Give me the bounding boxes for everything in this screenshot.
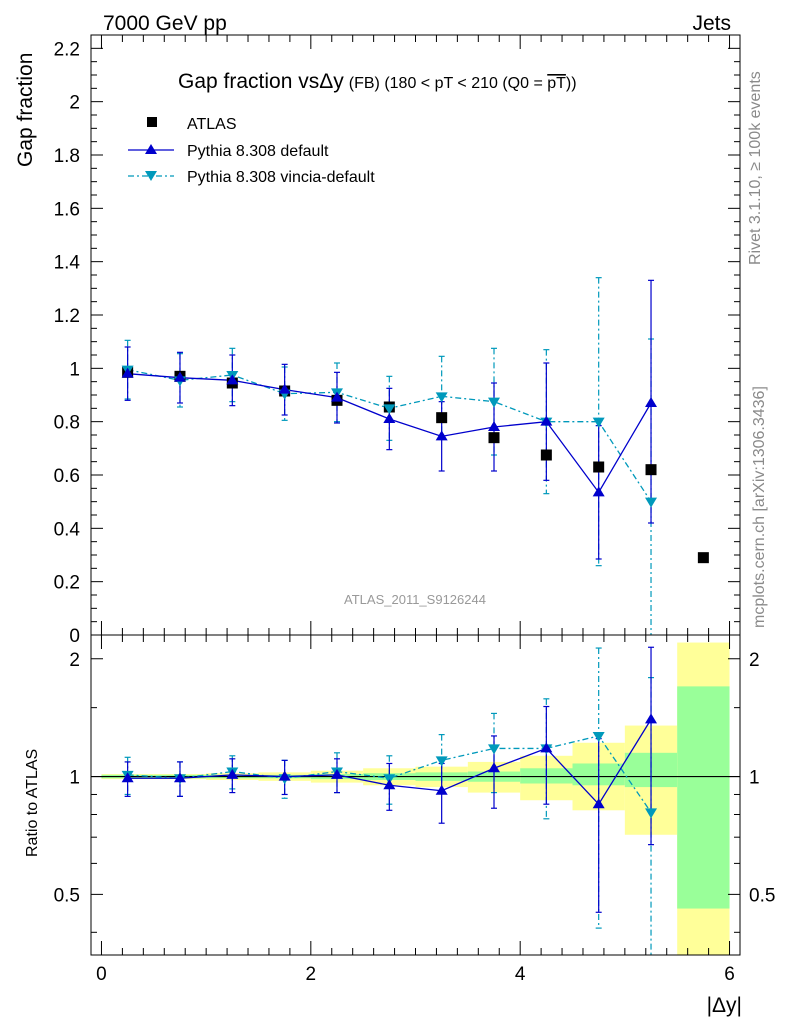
legend: ATLAS Pythia 8.308 default Pythia 8.308 … xyxy=(128,116,375,186)
atlas-data-point xyxy=(697,552,709,564)
ratio-default-data-point xyxy=(435,784,448,795)
ratio-default-data-point xyxy=(592,798,605,809)
main-title: Gap fraction vsΔy (FB) (180 < pT < 210 (Q… xyxy=(178,70,577,93)
legend-atlas-marker xyxy=(147,117,157,127)
main-y-tick-label: 1 xyxy=(69,359,80,380)
ratio-y-tick-label: 1 xyxy=(69,768,80,789)
ratio-default-data-point xyxy=(540,742,553,753)
vincia-data-point xyxy=(488,397,501,408)
ratio-vincia-data-point xyxy=(488,744,501,755)
title-close: )) xyxy=(566,75,577,92)
main-y-tick-label: 0.4 xyxy=(54,519,81,540)
ratio-vincia-data-point xyxy=(592,731,605,742)
atlas-data-point xyxy=(593,461,605,473)
ratio-vincia-line xyxy=(127,735,652,813)
main-y-tick-label: 1.4 xyxy=(54,253,81,274)
default-data-point xyxy=(645,397,658,407)
ratio-y-tick-label-right: 0.5 xyxy=(749,885,775,906)
default-data-point xyxy=(278,383,291,394)
atlas-data-point xyxy=(488,432,500,444)
title-delta-y: Δy xyxy=(319,70,344,93)
ratio-y-axis-label: Ratio to ATLAS xyxy=(24,749,41,857)
vincia-data-point xyxy=(435,392,448,403)
default-data-point xyxy=(173,371,186,382)
ratio-y-tick-label-right: 2 xyxy=(749,650,760,671)
ratio-default-data-point xyxy=(121,772,134,783)
main-y-tick-label: 2.2 xyxy=(54,39,80,60)
x-tick-label: 2 xyxy=(306,964,317,985)
x-tick-label: 6 xyxy=(724,964,735,985)
x-axis-label: |Δy| xyxy=(707,994,742,1017)
vincia-data-point xyxy=(592,417,605,428)
default-data-point xyxy=(383,413,396,423)
uncertainty-band-inner xyxy=(677,686,730,909)
ratio-panel: 0.5 0.5 1 1 2 2 0 2 4 6 xyxy=(54,635,775,985)
ratio-default-data-point xyxy=(488,762,501,773)
vincia-data-point xyxy=(383,404,396,415)
default-data-point xyxy=(330,391,343,402)
title-suffix: (FB) (180 < pT < 210 (Q0 = xyxy=(349,75,547,92)
default-data-point xyxy=(488,421,501,431)
default-data-point xyxy=(592,486,605,497)
main-y-tick-label: 1.8 xyxy=(54,146,80,167)
legend-vincia-label: Pythia 8.308 vincia-default xyxy=(187,169,375,186)
header-left-label: 7000 GeV pp xyxy=(103,12,227,35)
main-y-tick-label: 0 xyxy=(69,626,80,647)
main-y-axis-label: Gap fraction xyxy=(14,53,37,167)
legend-vincia-marker xyxy=(145,171,157,181)
default-data-point xyxy=(540,415,553,426)
legend-atlas-label: ATLAS xyxy=(187,116,237,133)
x-tick-label: 4 xyxy=(515,964,526,985)
legend-default-marker xyxy=(145,144,157,154)
ratio-y-tick-label-right: 1 xyxy=(749,768,760,789)
ratio-vincia-data-point xyxy=(383,774,396,785)
main-y-tick-label: 2 xyxy=(69,93,80,114)
main-y-tick-label: 0.2 xyxy=(54,573,80,594)
rivet-label: Rivet 3.1.10, ≥ 100k events xyxy=(747,71,764,265)
ratio-frame xyxy=(90,634,741,956)
main-y-tick-label: 1.2 xyxy=(54,306,80,327)
atlas-data-point xyxy=(436,412,448,424)
default-data-point xyxy=(226,374,239,385)
x-tick-label: 0 xyxy=(96,964,107,985)
main-y-tick-label: 1.6 xyxy=(54,199,80,220)
ratio-default-data-point xyxy=(383,779,396,790)
atlas-data-point xyxy=(540,449,552,461)
title-pt-overline: pT xyxy=(547,75,566,92)
header-right-label: Jets xyxy=(692,12,731,35)
ratio-default-data-point xyxy=(173,772,186,783)
title-prefix: Gap fraction vs xyxy=(178,70,319,93)
default-data-point xyxy=(435,430,448,441)
main-y-tick-label: 0.6 xyxy=(54,466,80,487)
vincia-data-point xyxy=(645,497,658,508)
default-data-point xyxy=(121,367,134,378)
ratio-default-data-point xyxy=(330,768,343,779)
ratio-y-tick-label: 0.5 xyxy=(54,885,80,906)
main-y-tick-label: 0.8 xyxy=(54,413,80,434)
ratio-default-data-point xyxy=(278,770,291,781)
ratio-vincia-data-point xyxy=(435,756,448,767)
mcplots-label: mcplots.cern.ch [arXiv:1306.3436] xyxy=(751,386,768,628)
ratio-vincia-data-point xyxy=(645,808,658,819)
ratio-default-data-point xyxy=(645,713,658,724)
ratio-y-tick-label: 2 xyxy=(69,650,80,671)
main-panel: 0 0.2 0.4 0.6 0.8 1 1.2 1.4 1.6 1.8 2 2.2 xyxy=(54,35,740,647)
analysis-watermark: ATLAS_2011_S9126244 xyxy=(344,592,486,607)
legend-default-label: Pythia 8.308 default xyxy=(187,143,329,160)
atlas-data-point xyxy=(645,464,657,476)
ratio-default-data-point xyxy=(226,768,239,779)
